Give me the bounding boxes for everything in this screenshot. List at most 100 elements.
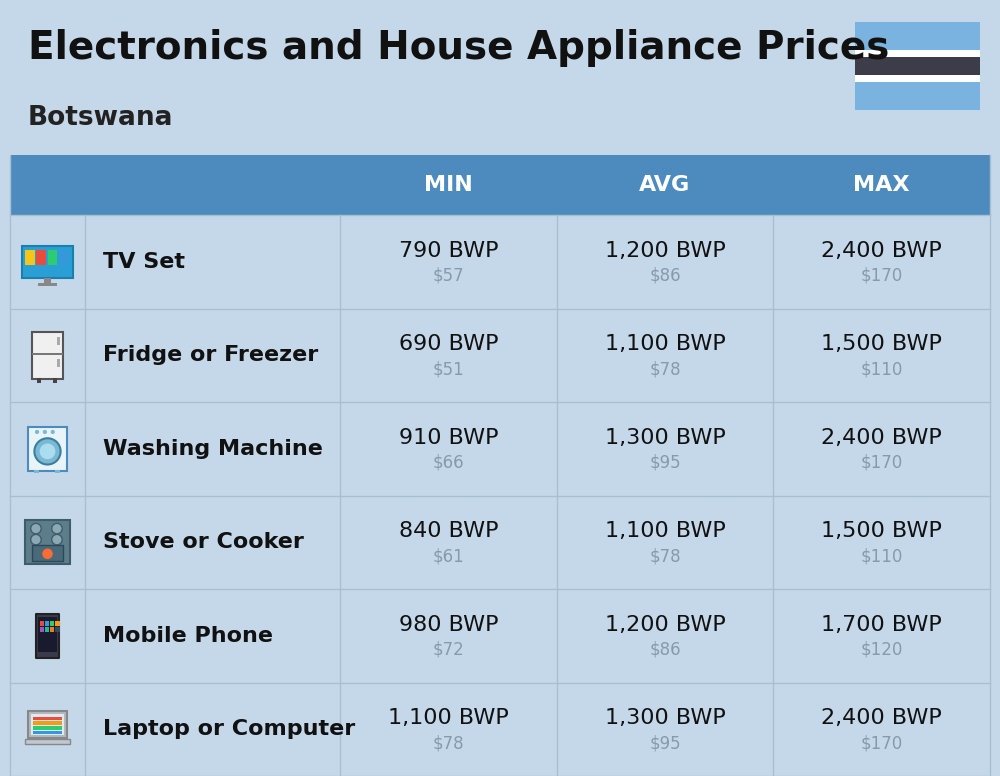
Bar <box>50 627 54 632</box>
Text: 2,400 BWP: 2,400 BWP <box>821 428 942 448</box>
Text: Fridge or Freezer: Fridge or Freezer <box>103 345 318 365</box>
Bar <box>33 722 62 725</box>
Text: 840 BWP: 840 BWP <box>399 521 498 541</box>
Bar <box>53 379 57 383</box>
Text: Electronics and House Appliance Prices: Electronics and House Appliance Prices <box>28 29 889 67</box>
Text: 1,100 BWP: 1,100 BWP <box>388 708 509 728</box>
Text: $78: $78 <box>649 547 681 565</box>
Circle shape <box>34 438 61 465</box>
Text: $110: $110 <box>860 547 903 565</box>
Text: $95: $95 <box>649 734 681 752</box>
Bar <box>45 621 49 625</box>
Bar <box>40 627 44 632</box>
Text: 790 BWP: 790 BWP <box>399 241 498 261</box>
Text: TV Set: TV Set <box>103 251 185 272</box>
Bar <box>10 309 990 402</box>
Text: $78: $78 <box>649 360 681 378</box>
Circle shape <box>52 535 62 545</box>
Bar <box>55 627 60 632</box>
Text: 910 BWP: 910 BWP <box>399 428 498 448</box>
Text: 1,300 BWP: 1,300 BWP <box>605 428 725 448</box>
Bar <box>10 215 990 309</box>
Bar <box>32 352 63 355</box>
Circle shape <box>35 430 39 434</box>
Text: $86: $86 <box>649 641 681 659</box>
Text: 1,100 BWP: 1,100 BWP <box>605 334 725 354</box>
Text: AVG: AVG <box>639 175 691 195</box>
Bar <box>22 246 73 278</box>
Circle shape <box>42 549 53 559</box>
Text: Mobile Phone: Mobile Phone <box>103 625 273 646</box>
Text: 1,200 BWP: 1,200 BWP <box>605 615 725 635</box>
Circle shape <box>40 444 55 459</box>
Bar <box>33 717 62 720</box>
Bar <box>28 711 67 738</box>
Text: $120: $120 <box>860 641 903 659</box>
Bar <box>55 469 60 473</box>
Text: $66: $66 <box>433 454 464 472</box>
Bar <box>10 155 990 215</box>
Bar <box>31 713 64 735</box>
Bar <box>855 74 980 82</box>
Text: Washing Machine: Washing Machine <box>103 438 323 459</box>
Bar <box>38 282 57 286</box>
Bar <box>50 621 54 625</box>
Bar <box>32 546 63 561</box>
Bar <box>36 614 59 658</box>
Bar <box>855 82 980 110</box>
Text: Laptop or Computer: Laptop or Computer <box>103 719 355 740</box>
Text: 2,400 BWP: 2,400 BWP <box>821 708 942 728</box>
Bar <box>25 739 70 744</box>
Bar <box>32 331 63 379</box>
Bar <box>36 250 46 265</box>
Circle shape <box>43 430 47 434</box>
Text: 980 BWP: 980 BWP <box>399 615 498 635</box>
Text: MIN: MIN <box>424 175 473 195</box>
Bar <box>59 250 68 265</box>
Bar <box>10 683 990 776</box>
Circle shape <box>31 523 41 534</box>
Text: MAX: MAX <box>853 175 910 195</box>
Text: $72: $72 <box>432 641 464 659</box>
Text: $170: $170 <box>861 454 903 472</box>
Bar <box>25 520 70 564</box>
Text: $51: $51 <box>432 360 464 378</box>
Bar <box>40 621 44 625</box>
Bar <box>44 278 51 284</box>
Bar <box>28 427 67 471</box>
Text: 1,700 BWP: 1,700 BWP <box>821 615 942 635</box>
Text: $57: $57 <box>433 267 464 285</box>
Bar <box>33 726 62 729</box>
Text: $78: $78 <box>433 734 464 752</box>
Text: Botswana: Botswana <box>28 105 174 131</box>
Text: $86: $86 <box>649 267 681 285</box>
Bar <box>855 57 980 74</box>
Text: 1,100 BWP: 1,100 BWP <box>605 521 725 541</box>
Text: $110: $110 <box>860 360 903 378</box>
Bar <box>10 496 990 589</box>
Text: 1,300 BWP: 1,300 BWP <box>605 708 725 728</box>
Bar <box>57 337 60 345</box>
Circle shape <box>51 430 55 434</box>
Text: 1,500 BWP: 1,500 BWP <box>821 334 942 354</box>
Bar <box>10 589 990 683</box>
Text: 1,200 BWP: 1,200 BWP <box>605 241 725 261</box>
Bar <box>34 469 39 473</box>
Bar <box>55 621 60 625</box>
Bar <box>25 250 35 265</box>
Text: 2,400 BWP: 2,400 BWP <box>821 241 942 261</box>
Bar <box>33 731 62 735</box>
Bar <box>48 250 57 265</box>
Text: $170: $170 <box>861 267 903 285</box>
Text: $95: $95 <box>649 454 681 472</box>
Text: Stove or Cooker: Stove or Cooker <box>103 532 304 553</box>
Text: 1,500 BWP: 1,500 BWP <box>821 521 942 541</box>
Bar <box>855 22 980 50</box>
Text: $61: $61 <box>432 547 464 565</box>
Bar <box>38 618 57 652</box>
Bar <box>57 359 60 367</box>
Circle shape <box>31 535 41 545</box>
Bar <box>45 627 49 632</box>
Text: $170: $170 <box>861 734 903 752</box>
Bar <box>855 50 980 57</box>
